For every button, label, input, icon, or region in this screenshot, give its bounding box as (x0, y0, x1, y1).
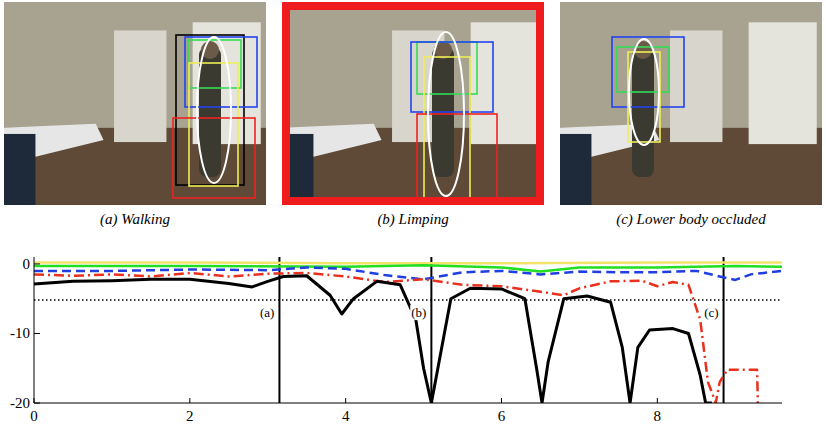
bounding-box (612, 37, 684, 107)
wall (560, 2, 822, 205)
frame-label: (b) (411, 305, 426, 320)
door (670, 30, 722, 142)
cabinet (471, 22, 539, 144)
frame-marker (723, 257, 725, 403)
ellipse (629, 39, 659, 145)
frame-label: (c) (704, 305, 718, 320)
bounding-box (176, 35, 244, 185)
y-tick-label: -10 (10, 325, 30, 341)
chair (4, 134, 35, 205)
y-tick (34, 263, 40, 264)
bounding-box (417, 42, 477, 94)
door (114, 30, 166, 142)
photo (282, 2, 544, 205)
photo (560, 2, 822, 205)
x-tick-label: 4 (342, 408, 350, 424)
label-patch (410, 305, 427, 320)
caption: (c) Lower body occluded (616, 211, 766, 228)
x-tick-label: 0 (30, 408, 38, 424)
x-tick (345, 398, 346, 403)
figure: (a) Walking (b) Limping (c) Lower body occ… (0, 0, 826, 432)
photo (4, 2, 266, 205)
bounding-box (173, 118, 255, 198)
label-patch (259, 305, 275, 320)
x-tick-label: 6 (498, 408, 506, 424)
series-line (34, 261, 782, 264)
ellipse (428, 32, 464, 196)
x-tick-label: 8 (654, 408, 662, 424)
x-tick (34, 398, 35, 403)
series-line (34, 276, 712, 403)
bounding-box (617, 47, 669, 92)
x-tick (501, 398, 502, 403)
plot-area (34, 257, 782, 403)
y-tick-label: 0 (23, 256, 31, 272)
person (632, 47, 654, 177)
highlight-frame (286, 6, 540, 201)
y-tick (34, 333, 40, 334)
wall (282, 2, 544, 205)
cabinet (749, 22, 817, 144)
x-tick-label: 2 (186, 408, 194, 424)
chair (560, 134, 591, 205)
caption: (a) Walking (100, 211, 170, 228)
frame-label: (a) (260, 305, 274, 320)
person (199, 47, 221, 177)
caption: (b) Limping (377, 211, 449, 228)
y-axis (34, 257, 35, 403)
bounding-box (188, 40, 241, 88)
x-tick (189, 398, 190, 403)
y-tick-label: -20 (10, 395, 30, 411)
x-axis (34, 403, 782, 404)
bounding-box (185, 37, 257, 107)
label-patch (703, 305, 719, 320)
y-tick (34, 403, 40, 404)
wall (4, 2, 266, 205)
x-tick (657, 398, 658, 403)
ellipse (197, 37, 231, 183)
chart: 0 2 4 6 8 0 -10 -20 (a) (b) (c) (10, 256, 782, 424)
series-line (34, 273, 758, 403)
